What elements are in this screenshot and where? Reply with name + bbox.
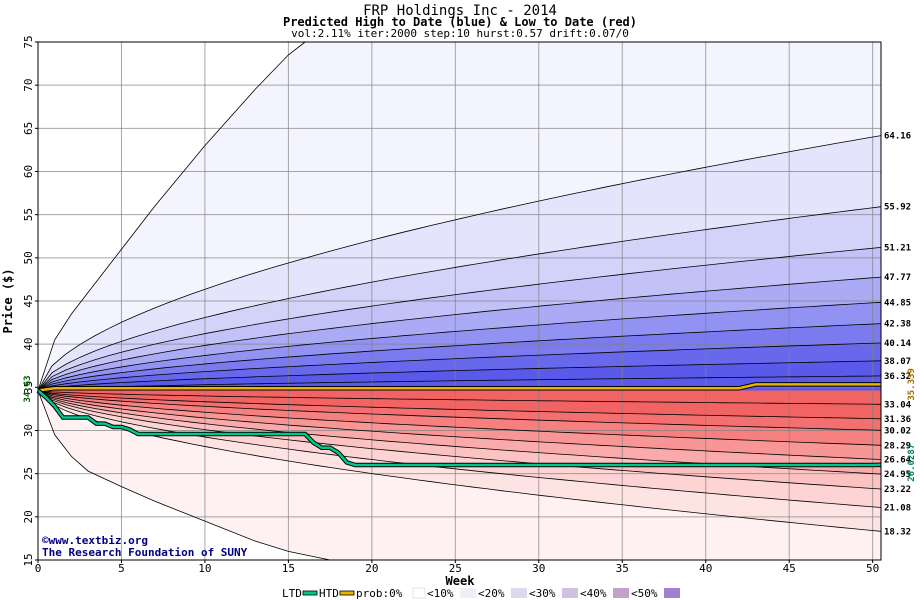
legend-item-label: <20% [478,587,505,600]
chart-title: FRP Holdings Inc - 2014 [363,3,557,19]
x-tick-label: 25 [449,562,462,575]
x-tick-label: 35 [616,562,629,575]
end-labels: 64.16 55.92 51.21 47.77 44.85 42.38 40.14 38.07… [884,132,917,538]
x-tick-label: 0 [35,562,42,575]
series-layer [36,382,882,468]
y-tick-label: 55 [22,208,35,221]
legend: LTD HTD prob:0% <10% <20% <30% <40% <50% [282,587,680,600]
legend-swatch [613,588,629,598]
legend-htd-swatch [339,590,355,596]
credit-site: ©www.textbiz.org [42,534,148,547]
y-tick-label: 50 [22,251,35,264]
ltd-end-label: 26.0287 [907,444,917,482]
credit-org: The Research Foundation of SUNY [42,546,248,559]
y-tick-label: 25 [22,467,35,480]
high-end-label: 38.07 [884,357,911,367]
low-end-label: 26.64 [884,456,912,466]
x-tick-labels: 0 5 10 15 20 25 30 35 40 45 50 [35,560,879,575]
percentile-line [37,390,882,405]
y-tick-label: 30 [22,424,35,437]
percentile-line [37,360,882,391]
percentile-line [37,301,882,391]
high-end-label: 42.38 [884,320,911,330]
x-tick-label: 20 [365,562,378,575]
percentile-line [37,247,882,391]
low-extreme-line [37,390,331,561]
extreme-curves [37,41,331,561]
low-band-9 [38,390,881,405]
percentile-line [37,390,882,532]
low-end-label: 31.36 [884,415,911,425]
legend-swatch [460,588,476,598]
low-end-label: 30.02 [884,426,911,436]
x-tick-label: 40 [699,562,712,575]
legend-swatch [511,588,527,598]
chart-subtitle: Predicted High to Date (blue) & Low to D… [283,15,637,29]
y-tick-label: 20 [22,510,35,523]
x-tick-label: 30 [532,562,545,575]
legend-prob-label: prob:0% [356,587,403,600]
y-tick-labels: 15 20 25 30 35 40 45 50 55 60 65 70 75 [22,35,38,567]
legend-item-label: <10% [427,587,454,600]
x-tick-label: 45 [783,562,796,575]
legend-swatch [664,588,680,598]
percentile-line [37,135,882,391]
y-tick-label: 75 [22,35,35,48]
percentile-line [37,390,882,446]
band-lines-layer [37,135,882,532]
percentile-line [37,323,882,391]
x-tick-label: 50 [866,562,879,575]
high-end-label: 51.21 [884,243,911,253]
legend-item-label: <40% [580,587,607,600]
htd-end-label: 35.339 [907,368,917,401]
y-tick-label: 65 [22,122,35,135]
low-end-label: 24.95 [884,470,911,480]
low-end-label: 28.29 [884,441,911,451]
low-end-label: 21.08 [884,504,911,514]
htd-line [37,383,881,392]
high-extreme-line [37,41,306,391]
high-end-label: 44.85 [884,298,911,308]
low-end-label: 23.22 [884,485,911,495]
percentile-line [37,206,882,391]
y-tick-label: 15 [22,553,35,566]
x-tick-label: 15 [282,562,295,575]
legend-item-label: <50% [631,587,658,600]
percentile-line [37,390,882,431]
percentile-line [37,390,882,460]
x-tick-label: 5 [118,562,125,575]
legend-item-label: <30% [529,587,556,600]
low-end-label: 18.32 [884,527,911,537]
y-tick-label: 40 [22,338,35,351]
percentile-line [37,390,882,420]
y-axis-label: Price ($) [1,268,15,333]
y-tick-label: 60 [22,165,35,178]
high-end-label: 55.92 [884,203,911,213]
legend-swatch [562,588,578,598]
y-tick-label: 35 [22,381,35,394]
y-tick-label: 70 [22,79,35,92]
legend-htd-label: HTD [319,587,339,600]
percentile-line [37,342,882,391]
y-tick-label: 45 [22,294,35,307]
high-end-label: 40.14 [884,339,912,349]
percentile-line [37,390,882,490]
x-axis-label: Week [446,574,476,588]
ltd-line [37,389,882,467]
x-tick-label: 10 [198,562,211,575]
chart-params: vol:2.11% iter:2000 step:10 hurst:0.57 d… [291,27,629,40]
high-end-label: 47.77 [884,273,911,283]
percentile-line [37,375,882,391]
legend-swatch [412,587,426,599]
high-end-label: 64.16 [884,132,911,142]
legend-ltd-label: LTD [282,587,302,600]
plot-frame [37,41,882,561]
low-end-label: 33.04 [884,400,912,410]
high-end-label: 36.32 [884,372,911,382]
percentile-line [37,276,882,391]
start-price-label: 34.63 [23,375,33,402]
legend-ltd-swatch [302,590,318,596]
